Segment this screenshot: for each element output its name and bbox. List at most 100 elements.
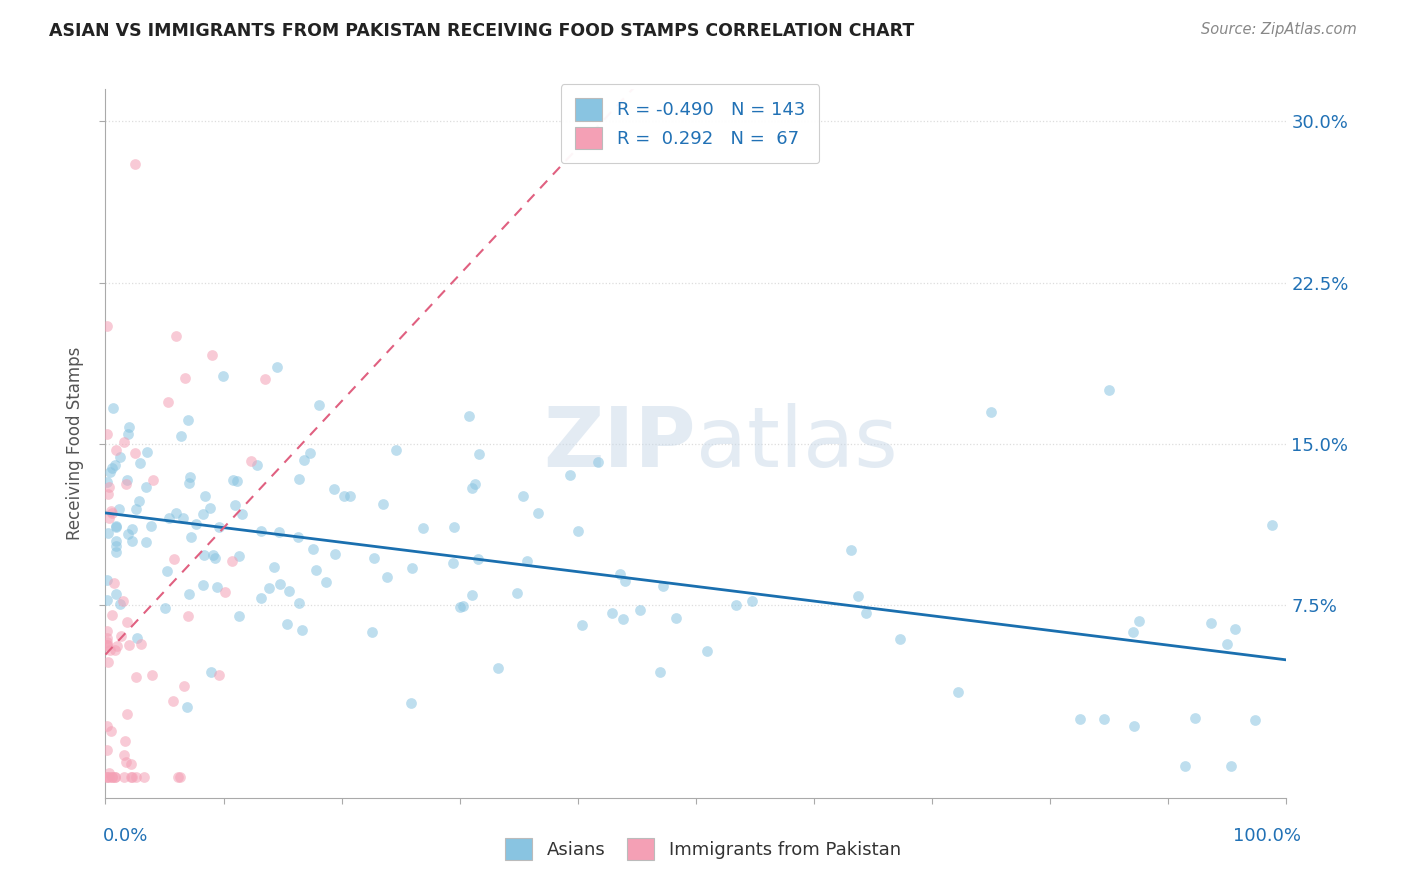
Point	[96, 631, 118, 645]
Point	[613, 574, 636, 588]
Point	[486, 660, 509, 674]
Point	[308, 398, 330, 412]
Point	[600, 607, 623, 621]
Point	[100, 504, 122, 518]
Y-axis label: Receiving Food Stamps: Receiving Food Stamps	[66, 347, 84, 541]
Point	[169, 770, 191, 784]
Point	[224, 498, 246, 512]
Point	[104, 643, 127, 657]
Point	[112, 594, 135, 608]
Point	[124, 157, 146, 171]
Point	[221, 554, 243, 568]
Text: atlas: atlas	[696, 403, 897, 484]
Point	[142, 473, 165, 487]
Point	[250, 524, 273, 538]
Point	[105, 533, 128, 548]
Point	[461, 481, 484, 495]
Point	[104, 458, 127, 472]
Point	[98, 480, 121, 494]
Point	[208, 520, 231, 534]
Point	[527, 506, 550, 520]
Point	[240, 454, 263, 468]
Point	[665, 611, 688, 625]
Point	[1123, 719, 1146, 733]
Point	[363, 551, 385, 566]
Point	[294, 453, 316, 467]
Point	[135, 535, 157, 549]
Point	[104, 545, 127, 559]
Point	[1216, 637, 1239, 651]
Point	[1184, 711, 1206, 725]
Point	[112, 770, 135, 784]
Point	[204, 551, 226, 566]
Point	[250, 591, 273, 606]
Point	[464, 477, 486, 491]
Point	[384, 442, 406, 457]
Point	[453, 599, 475, 613]
Point	[207, 668, 229, 682]
Point	[121, 522, 143, 536]
Point	[153, 600, 176, 615]
Point	[112, 435, 135, 450]
Point	[165, 329, 187, 343]
Point	[211, 368, 233, 383]
Point	[118, 420, 141, 434]
Point	[156, 394, 179, 409]
Point	[399, 696, 422, 710]
Point	[117, 638, 139, 652]
Legend: Asians, Immigrants from Pakistan: Asians, Immigrants from Pakistan	[498, 830, 908, 867]
Point	[120, 770, 142, 784]
Point	[214, 584, 236, 599]
Point	[191, 508, 214, 522]
Point	[506, 585, 529, 599]
Point	[103, 576, 125, 591]
Point	[173, 679, 195, 693]
Point	[1174, 759, 1197, 773]
Point	[1244, 713, 1267, 727]
Point	[1219, 759, 1241, 773]
Point	[101, 461, 124, 475]
Point	[108, 450, 131, 464]
Point	[628, 602, 651, 616]
Point	[401, 561, 423, 575]
Point	[166, 770, 188, 784]
Point	[96, 743, 118, 757]
Point	[96, 319, 118, 334]
Point	[100, 607, 122, 622]
Point	[101, 770, 124, 784]
Point	[277, 583, 299, 598]
Point	[246, 458, 269, 472]
Text: ZIP: ZIP	[544, 403, 696, 484]
Point	[104, 519, 127, 533]
Point	[315, 574, 337, 589]
Point	[179, 470, 201, 484]
Point	[375, 570, 398, 584]
Point	[468, 446, 491, 460]
Point	[179, 475, 201, 490]
Point	[96, 475, 118, 490]
Point	[332, 489, 354, 503]
Point	[516, 554, 538, 568]
Point	[225, 474, 247, 488]
Point	[512, 489, 534, 503]
Point	[96, 574, 118, 588]
Point	[97, 525, 120, 540]
Point	[117, 526, 139, 541]
Point	[176, 413, 198, 427]
Point	[266, 359, 288, 374]
Point	[129, 456, 152, 470]
Point	[259, 581, 281, 595]
Point	[305, 563, 328, 577]
Point	[104, 770, 127, 784]
Point	[651, 579, 673, 593]
Point	[101, 401, 124, 415]
Point	[96, 624, 118, 639]
Point	[112, 748, 135, 763]
Point	[946, 685, 969, 699]
Point	[96, 770, 118, 784]
Point	[467, 551, 489, 566]
Point	[96, 427, 118, 442]
Point	[458, 409, 481, 423]
Point	[124, 446, 146, 460]
Point	[115, 473, 138, 487]
